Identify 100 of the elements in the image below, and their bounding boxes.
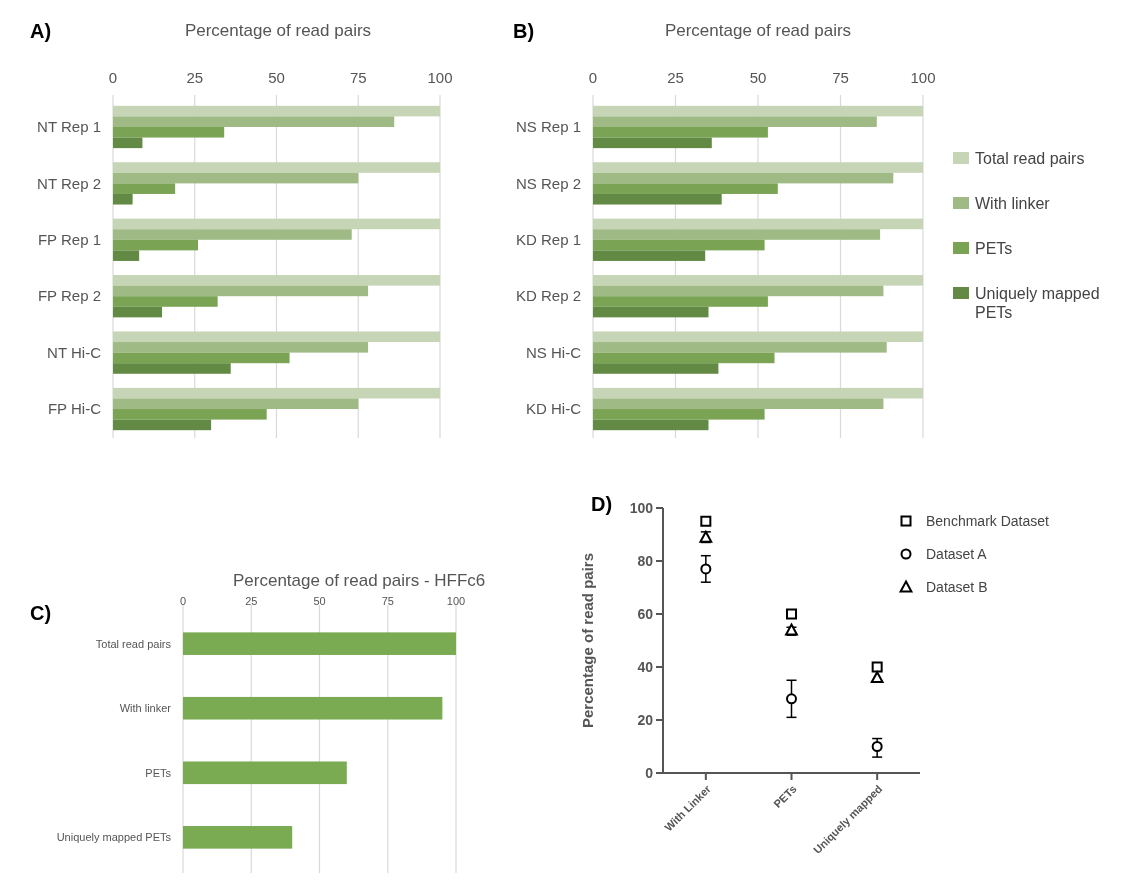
y-tick-label: KD Rep 2: [515, 287, 581, 305]
y-tick-label: 60: [637, 605, 654, 622]
y-tick-label: NS Hi-C: [526, 343, 582, 361]
x-tick-label: 0: [108, 69, 118, 86]
bar: [113, 193, 133, 205]
y-tick-label: KD Hi-C: [526, 400, 582, 418]
x-tick-label: 100: [446, 595, 466, 607]
y-tick-label: 20: [637, 711, 654, 728]
x-tick-label: 50: [313, 595, 326, 607]
chart-title: Percentage of read pairs - HFFc6: [233, 571, 486, 590]
y-tick-label: Uniquely mapped PETs: [56, 831, 172, 844]
bar: [113, 306, 163, 318]
y-tick-label: KD Rep 1: [515, 231, 581, 249]
y-tick-label: PETs: [145, 766, 172, 779]
bar: [113, 363, 231, 374]
bar: [113, 342, 369, 353]
legend-label: Total read pairs: [975, 149, 1085, 167]
bar: [113, 398, 359, 410]
bar: [593, 105, 923, 117]
legend-label: Dataset A: [926, 545, 988, 562]
bar: [113, 172, 359, 184]
x-tick-label: 75: [349, 69, 367, 86]
bar: [593, 352, 775, 364]
legend-label: With linker: [975, 194, 1051, 212]
bar: [593, 275, 923, 286]
y-tick-label: 40: [637, 658, 654, 675]
bar: [593, 419, 709, 431]
bar: [113, 331, 440, 343]
bar: [593, 409, 765, 420]
bar: [113, 105, 440, 117]
bar: [593, 342, 887, 353]
bar: [113, 126, 225, 138]
text: A): [30, 20, 52, 42]
text: B): [513, 20, 535, 42]
bar: [113, 250, 140, 261]
y-tick-label: With linker: [119, 702, 172, 715]
x-tick-label: 25: [245, 595, 258, 607]
point: [786, 693, 797, 705]
bar: [593, 331, 923, 343]
y-tick-label: FP Rep 2: [37, 287, 101, 305]
y-tick-label: NS Rep 2: [515, 174, 581, 192]
legend-label: PETs: [975, 239, 1013, 257]
bar: [113, 116, 395, 127]
bar: [593, 172, 894, 184]
bar: [113, 285, 369, 297]
bar: [113, 419, 212, 431]
chart-title: Percentage of read pairs: [664, 21, 852, 40]
bar: [113, 137, 143, 149]
y-tick-label: Total read pairs: [95, 637, 172, 650]
x-tick-label: 50: [749, 69, 767, 86]
y-tick-label: FP Rep 1: [37, 231, 101, 249]
bar: [593, 306, 709, 318]
text: D): [591, 493, 613, 515]
bar: [113, 229, 352, 240]
bar: [113, 352, 290, 364]
bar: [593, 229, 881, 240]
bar: [593, 162, 923, 173]
bar: [183, 696, 443, 720]
bar: [113, 239, 199, 251]
legend-label: Uniquely mapped PETs: [975, 284, 1100, 321]
point: [871, 661, 883, 673]
x-tick-label: 75: [832, 69, 849, 86]
bar: [113, 275, 440, 286]
x-tick-label: 0: [588, 69, 598, 86]
y-tick-label: 100: [629, 499, 654, 516]
bar: [113, 162, 440, 173]
bar: [593, 218, 923, 230]
y-tick-label: NT Rep 2: [37, 174, 101, 192]
bar: [113, 296, 218, 307]
bar: [183, 826, 293, 849]
point: [871, 741, 883, 752]
bar: [593, 193, 722, 205]
point: [700, 563, 712, 575]
bar: [593, 183, 778, 194]
x-tick-label: 25: [667, 69, 684, 86]
legend-label: Benchmark Dataset: [926, 512, 1050, 529]
bar: [183, 761, 347, 785]
x-tick-label: 100: [427, 69, 453, 86]
y-tick-label: 0: [645, 764, 654, 781]
bar: [593, 398, 884, 410]
bar: [113, 387, 440, 399]
bar: [593, 387, 923, 399]
bar: [593, 296, 768, 307]
bar: [593, 285, 884, 297]
x-tick-label: 25: [186, 69, 204, 86]
x-tick-label: 75: [381, 595, 394, 607]
y-tick-label: NT Rep 1: [37, 118, 101, 136]
bar: [593, 363, 719, 374]
point: [700, 515, 712, 527]
x-tick-label: 50: [268, 69, 285, 86]
bar: [183, 632, 456, 655]
x-tick-label: 0: [179, 595, 187, 607]
y-tick-label: FP Hi-C: [47, 400, 102, 418]
point: [870, 671, 884, 684]
point: [786, 608, 797, 620]
bar: [113, 183, 176, 194]
text: C): [30, 602, 52, 624]
bar: [593, 250, 706, 261]
bar: [113, 409, 267, 420]
y-tick-label: 80: [637, 552, 654, 569]
